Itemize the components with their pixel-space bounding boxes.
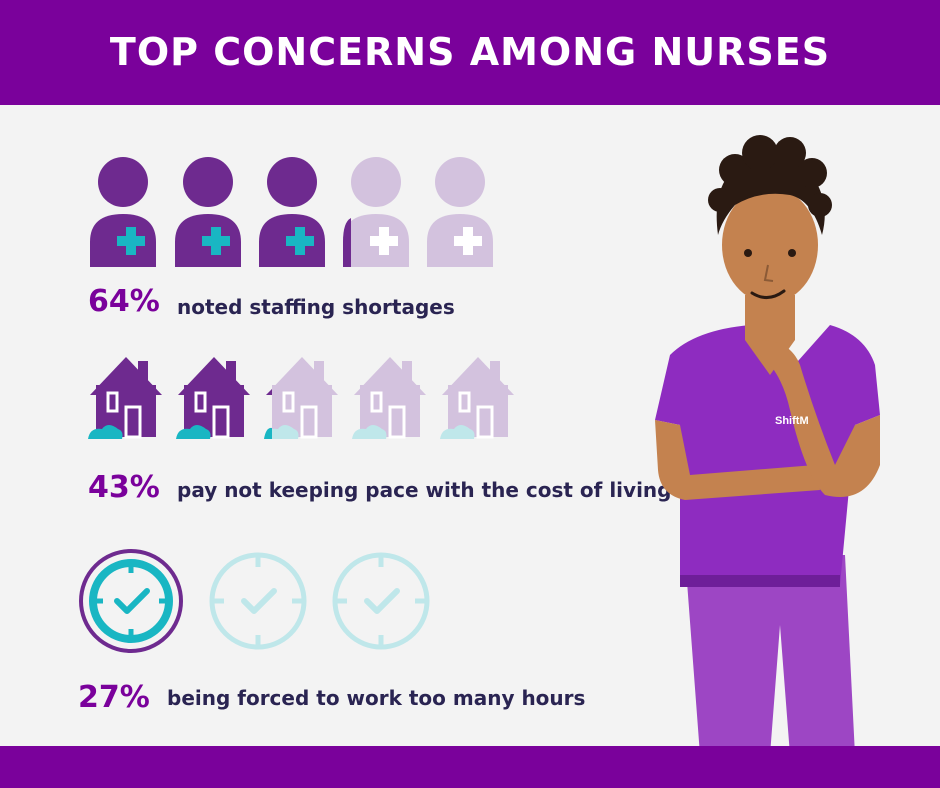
header-bar xyxy=(0,0,940,105)
clock-icon xyxy=(79,549,183,653)
nurse-illustration: ShiftM xyxy=(655,135,880,755)
clock-icon xyxy=(209,552,307,650)
stat-label-staffing: noted staffing shortages xyxy=(177,295,455,319)
stat-percent-staffing: 64% xyxy=(88,284,160,319)
nurse-icon xyxy=(175,157,241,267)
house-icon xyxy=(88,357,162,439)
nurse-icon xyxy=(427,157,493,267)
house-icon xyxy=(264,357,338,439)
nurse-icons xyxy=(90,157,493,267)
clock-icon xyxy=(332,552,430,650)
footer-bar xyxy=(0,746,940,788)
stat-label-pay: pay not keeping pace with the cost of li… xyxy=(177,478,672,502)
house-icons xyxy=(88,357,514,439)
clock-icons xyxy=(79,549,430,653)
house-icon xyxy=(352,357,426,439)
nurse-icon xyxy=(259,157,325,267)
stat-percent-pay: 43% xyxy=(88,470,160,505)
house-icon xyxy=(440,357,514,439)
stat-percent-hours: 27% xyxy=(78,680,150,715)
stat-label-hours: being forced to work too many hours xyxy=(167,686,586,710)
house-icon xyxy=(176,357,250,439)
page-title: TOP CONCERNS AMONG NURSES xyxy=(109,30,831,74)
illustration-badge-text: ShiftM xyxy=(775,415,809,427)
nurse-icon xyxy=(90,157,156,267)
nurse-icon xyxy=(343,157,409,267)
